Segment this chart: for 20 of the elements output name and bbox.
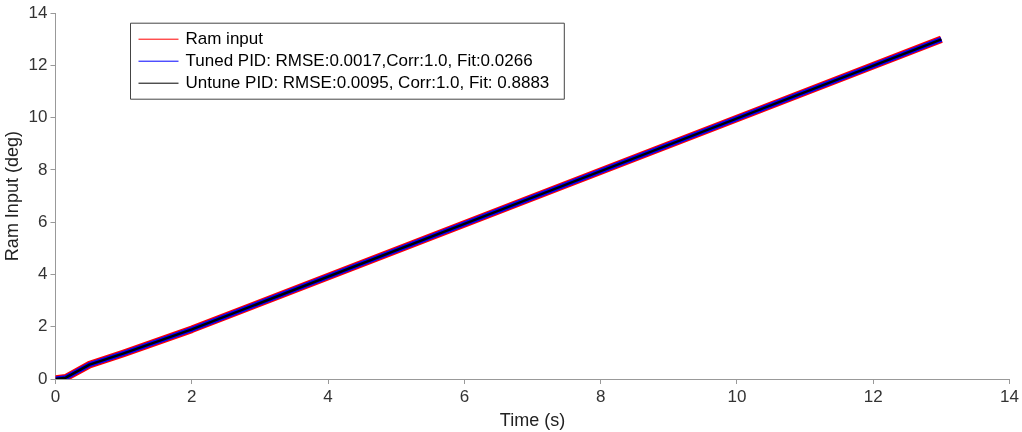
x-tick-label: 12 <box>863 386 883 406</box>
y-tick-label: 2 <box>38 316 48 336</box>
x-tick-label: 6 <box>459 386 470 406</box>
y-tick-label: 6 <box>38 211 48 231</box>
x-tick-label: 4 <box>323 386 333 406</box>
y-tick-label: 8 <box>38 159 48 179</box>
legend-label: Tuned PID: RMSE:0.0017,Corr:1.0, Fit:0.0266 <box>185 50 533 70</box>
y-axis-title: Ram Input (deg) <box>1 131 22 262</box>
x-tick-label: 2 <box>187 386 197 406</box>
legend-label: Untune PID: RMSE:0.0095, Corr:1.0, Fit: 0.8883 <box>185 72 550 92</box>
x-axis-title: Time (s) <box>499 410 566 431</box>
y-tick-label: 10 <box>28 107 48 127</box>
legend-label: Ram input <box>185 28 264 48</box>
x-tick-label: 14 <box>1000 386 1020 406</box>
y-tick-label: 0 <box>38 368 48 388</box>
x-tick-label: 8 <box>595 386 606 406</box>
y-tick-label: 12 <box>28 55 48 75</box>
y-tick-label: 4 <box>38 264 48 284</box>
x-tick-label: 10 <box>727 386 747 406</box>
y-tick-label: 14 <box>28 2 48 22</box>
